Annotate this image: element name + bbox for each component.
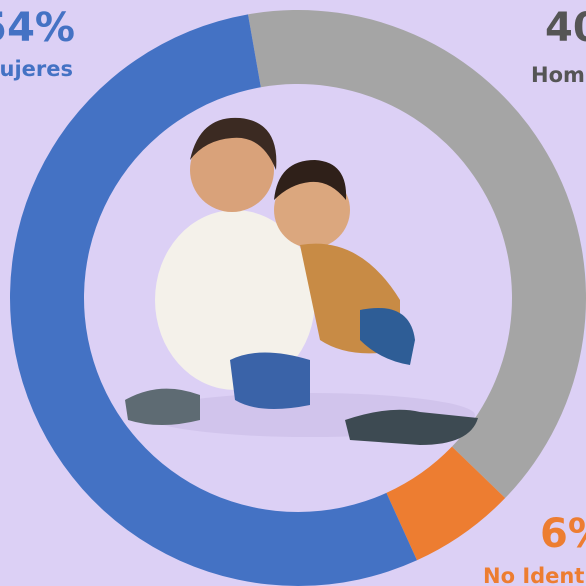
category-label: No Identifica [483,564,586,586]
value-label: 6% [540,511,586,557]
page: {"chart_data": {"type": "donut", "catego… [0,0,586,586]
category-label: Mujeres [0,57,73,81]
category-label: Hombres [531,63,586,87]
value-label: 40% [545,5,586,51]
chart: 54% Mujeres 40% Hombres 6% No Identifica [0,0,586,586]
value-label: 54% [0,5,75,51]
